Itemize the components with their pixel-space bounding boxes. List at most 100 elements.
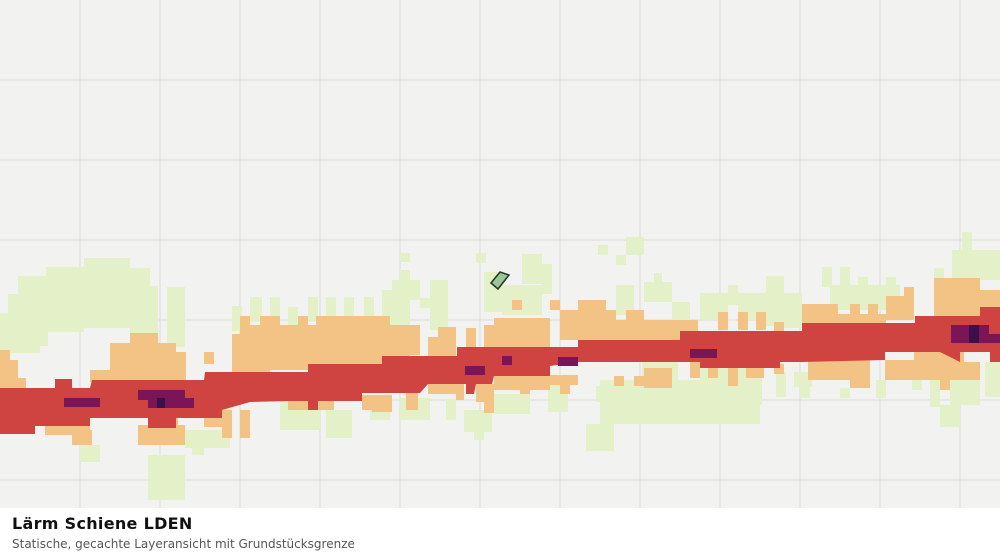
low-zone-cell bbox=[400, 270, 410, 285]
medium-zone-cell bbox=[850, 360, 870, 388]
low-zone-cell bbox=[148, 455, 185, 500]
low-zone-cell bbox=[728, 285, 738, 305]
low-zone-cell bbox=[940, 405, 960, 427]
low-zone-cell bbox=[840, 388, 850, 398]
low-zone-cell bbox=[876, 380, 886, 398]
medium-zone-cell bbox=[960, 362, 980, 380]
medium-zone-cell bbox=[138, 425, 185, 445]
low-zone-cell bbox=[766, 276, 784, 326]
medium-zone-cell bbox=[520, 384, 530, 394]
medium-zone-cell bbox=[428, 384, 464, 394]
low-zone-cell bbox=[616, 285, 634, 315]
medium-zone-cell bbox=[838, 314, 886, 324]
low-zone-cell bbox=[420, 298, 430, 308]
low-zone-cell bbox=[962, 232, 972, 252]
medium-zone-cell bbox=[885, 360, 915, 380]
low-zone-cell bbox=[800, 380, 810, 398]
medium-zone-cell bbox=[774, 322, 784, 332]
low-zone-cell bbox=[596, 386, 614, 402]
medium-zone-cell bbox=[372, 404, 392, 412]
medium-zone-cell bbox=[904, 287, 914, 297]
low-zone-cell bbox=[192, 445, 204, 455]
low-zone-cell bbox=[344, 297, 354, 322]
low-zone-cell bbox=[598, 245, 608, 255]
map-view bbox=[0, 0, 1000, 508]
medium-zone-cell bbox=[110, 343, 130, 380]
low-zone-cell bbox=[776, 372, 786, 397]
low-zone-cell bbox=[784, 293, 802, 328]
medium-zone-cell bbox=[616, 320, 626, 340]
medium-zone-cell bbox=[494, 318, 550, 348]
medium-zone-cell bbox=[680, 320, 698, 332]
low-zone-cell bbox=[616, 255, 626, 265]
medium-zone-cell bbox=[428, 337, 456, 357]
low-zone-cell bbox=[232, 306, 242, 331]
medium-zone-cell bbox=[298, 316, 308, 326]
medium-zone-cell bbox=[316, 400, 334, 410]
very-high-zone-cell bbox=[978, 334, 1000, 343]
medium-zone-cell bbox=[718, 312, 728, 330]
medium-zone-cell bbox=[886, 296, 914, 320]
medium-zone-cell bbox=[270, 316, 280, 326]
medium-zone-cell bbox=[438, 327, 456, 337]
medium-zone-cell bbox=[484, 395, 494, 413]
medium-zone-cell bbox=[808, 360, 850, 380]
caption: Lärm Schiene LDEN Statische, gecachte La… bbox=[0, 508, 1000, 560]
low-zone-cell bbox=[270, 297, 280, 322]
low-zone-cell bbox=[840, 267, 850, 287]
low-zone-cell bbox=[886, 277, 896, 287]
low-zone-cell bbox=[542, 264, 552, 294]
low-zone-cell bbox=[364, 297, 374, 322]
medium-zone-cell bbox=[728, 360, 738, 386]
medium-zone-cell bbox=[466, 328, 476, 348]
low-zone-cell bbox=[326, 297, 336, 322]
low-zone-cell bbox=[80, 445, 100, 462]
medium-zone-cell bbox=[456, 384, 464, 400]
low-zone-cell bbox=[522, 254, 542, 284]
medium-zone-cell bbox=[316, 316, 390, 326]
medium-zone-cell bbox=[690, 360, 700, 378]
very-high-zone-cell bbox=[465, 366, 485, 375]
low-zone-cell bbox=[46, 267, 84, 332]
medium-zone-cell bbox=[72, 430, 92, 445]
medium-zone-cell bbox=[578, 300, 606, 340]
low-zone-cell bbox=[185, 430, 230, 448]
very-high-zone-cell bbox=[690, 349, 717, 358]
medium-zone-cell bbox=[560, 310, 580, 340]
tile-grid bbox=[0, 0, 1000, 508]
medium-zone-cell bbox=[850, 304, 860, 314]
medium-zone-cell bbox=[708, 362, 718, 378]
low-zone-cell bbox=[985, 362, 1000, 397]
medium-zone-cell bbox=[204, 352, 214, 364]
low-zone-cell bbox=[586, 424, 614, 451]
medium-zone-cell bbox=[484, 325, 494, 347]
medium-zone-cell bbox=[756, 312, 766, 330]
medium-zone-cell bbox=[614, 376, 624, 386]
extreme-zone-cell bbox=[969, 325, 979, 343]
medium-zone-cell bbox=[90, 370, 110, 382]
extreme-zone-cell bbox=[157, 398, 165, 408]
low-zone-cell bbox=[84, 258, 130, 328]
low-zone-cell bbox=[326, 410, 352, 438]
high-zone-band bbox=[0, 307, 1000, 434]
medium-zone-cell bbox=[260, 316, 270, 372]
medium-zone-cell bbox=[494, 376, 550, 390]
medium-zone-cell bbox=[606, 310, 616, 340]
low-zone-cell bbox=[930, 380, 940, 407]
medium-zone-cell bbox=[222, 410, 232, 438]
low-zone-cell bbox=[250, 297, 262, 322]
low-zone-cell bbox=[952, 250, 1000, 280]
low-zone-cell bbox=[912, 380, 922, 390]
very-high-zone-cell bbox=[502, 356, 512, 365]
low-zone-cell bbox=[822, 267, 832, 287]
medium-zone-cell bbox=[390, 325, 420, 355]
medium-zone-cell bbox=[560, 380, 570, 394]
low-zone-cell bbox=[167, 287, 185, 347]
low-zone-cell bbox=[464, 410, 492, 432]
medium-zone-cell bbox=[774, 364, 784, 374]
medium-zone-cell bbox=[644, 368, 672, 388]
medium-zone-cell bbox=[802, 304, 838, 324]
low-zone-cell bbox=[474, 430, 484, 440]
low-zone-cell bbox=[308, 297, 318, 322]
